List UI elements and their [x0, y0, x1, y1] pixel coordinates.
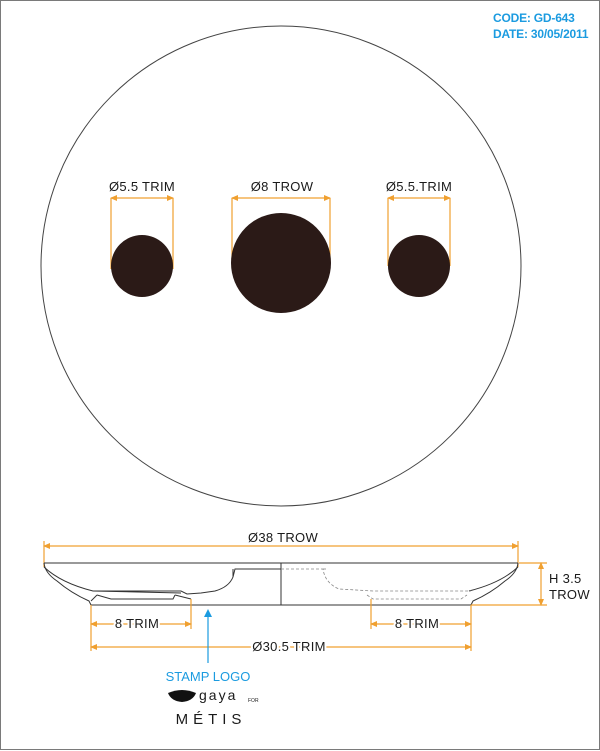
stamp-logo-label: STAMP LOGO: [166, 669, 251, 684]
overall-diameter-label: Ø38 TROW: [248, 530, 318, 545]
hole-center-dimension: Ø8 TROW: [231, 179, 331, 263]
hole-left: [111, 235, 173, 297]
hole-left-dimension: Ø5.5 TRIM: [109, 179, 175, 269]
height-unit-label: TROW: [549, 587, 590, 602]
hole-right: [388, 235, 450, 297]
foot-right-label: 8 TRIM: [395, 616, 439, 631]
hole-right-dimension: Ø5.5.TRIM: [386, 179, 452, 266]
foot-right-dimension: 8 TRIM: [370, 599, 472, 651]
overall-diameter-dimension: Ø38 TROW: [43, 530, 519, 567]
code-label: CODE: GD-643: [493, 11, 575, 25]
base-diameter-label: Ø30.5 TRIM: [252, 639, 326, 654]
plate-section-profile: [43, 562, 519, 606]
stamp-leader: STAMP LOGO: [166, 609, 251, 684]
height-label: H 3.5: [549, 571, 582, 586]
brand-logo: gaya FOR MÉTIS: [168, 687, 259, 728]
date-label: DATE: 30/05/2011: [493, 27, 589, 41]
foot-left-label: 8 TRIM: [115, 616, 159, 631]
brand-for: FOR: [248, 698, 259, 704]
brand-name: gaya: [199, 687, 237, 703]
hole-center-label: Ø8 TROW: [251, 179, 314, 194]
hole-right-label: Ø5.5.TRIM: [386, 179, 452, 194]
height-dimension: H 3.5 TROW: [471, 562, 590, 606]
plate-outline-top-view: [40, 25, 522, 507]
foot-left-dimension: 8 TRIM: [90, 599, 192, 651]
sub-brand-name: MÉTIS: [176, 711, 247, 728]
hole-left-label: Ø5.5 TRIM: [109, 179, 175, 194]
base-diameter-dimension: Ø30.5 TRIM: [90, 637, 472, 656]
title-block: CODE: GD-643 DATE: 30/05/2011: [493, 10, 589, 42]
hole-center: [231, 213, 331, 313]
bowl-icon: [168, 690, 196, 702]
